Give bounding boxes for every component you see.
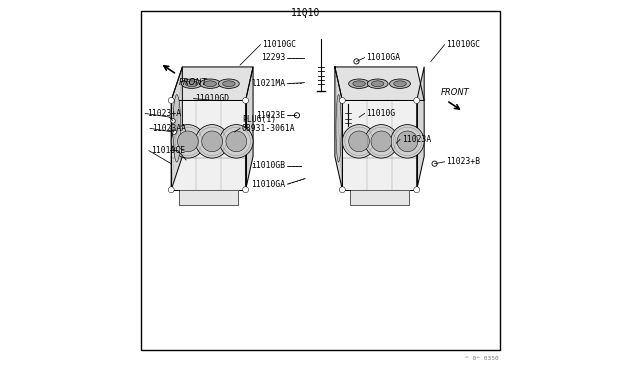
Circle shape [220,125,253,158]
Text: 11023+B: 11023+B [447,157,481,166]
Circle shape [354,59,359,64]
Polygon shape [417,67,424,190]
Text: 11010: 11010 [291,8,320,18]
Polygon shape [172,100,246,190]
Ellipse shape [394,81,406,87]
Circle shape [171,119,175,123]
Ellipse shape [371,81,384,87]
Text: PLUG(1): PLUG(1) [242,115,276,124]
Ellipse shape [390,79,410,89]
Circle shape [168,187,174,193]
Text: 11010GC: 11010GC [262,40,296,49]
Text: 08931-3061A: 08931-3061A [242,124,296,133]
Circle shape [168,97,174,103]
Text: l1021MA: l1021MA [252,79,285,88]
Text: 11023+A: 11023+A [147,109,181,118]
Circle shape [413,187,420,193]
Ellipse shape [200,79,221,89]
Circle shape [202,131,223,152]
Ellipse shape [367,79,388,89]
Ellipse shape [204,81,216,87]
Circle shape [177,131,198,152]
Ellipse shape [223,81,235,87]
Polygon shape [246,67,253,190]
Text: 11010CE: 11010CE [151,146,185,155]
Circle shape [243,97,248,103]
Text: i1010GB: i1010GB [252,161,285,170]
Polygon shape [335,67,424,100]
Circle shape [294,113,300,118]
Circle shape [339,187,346,193]
Polygon shape [335,67,342,190]
Text: 11023E: 11023E [256,111,285,120]
Polygon shape [179,190,238,205]
Ellipse shape [186,81,198,87]
Text: FRONT: FRONT [179,78,207,87]
Text: 11010GD: 11010GD [195,94,230,103]
Circle shape [390,125,424,158]
Ellipse shape [336,94,341,162]
Text: ^ 0^ 0350: ^ 0^ 0350 [465,356,499,362]
Polygon shape [342,100,417,190]
Text: 11010GC: 11010GC [447,40,481,49]
Text: 11010GA: 11010GA [252,180,285,189]
Circle shape [226,131,246,152]
Circle shape [195,125,229,158]
Circle shape [413,97,420,103]
Circle shape [172,125,205,158]
Ellipse shape [353,81,365,87]
Ellipse shape [181,79,202,89]
Circle shape [339,97,346,103]
Circle shape [365,125,398,158]
Text: 12293: 12293 [261,53,285,62]
Polygon shape [172,67,182,190]
Circle shape [371,131,392,152]
Text: FRONT: FRONT [441,88,470,97]
Polygon shape [172,67,253,100]
Ellipse shape [349,79,369,89]
Circle shape [243,187,248,193]
Circle shape [172,130,177,134]
Circle shape [432,161,437,166]
Ellipse shape [173,94,180,162]
Circle shape [349,131,369,152]
Text: 11010G: 11010G [367,109,396,118]
Circle shape [397,131,418,152]
Text: 11023AA: 11023AA [152,124,186,133]
Circle shape [342,125,376,158]
Text: 11010GA: 11010GA [367,53,401,62]
Ellipse shape [218,79,239,89]
Text: 11023A: 11023A [402,135,431,144]
Polygon shape [349,190,410,205]
